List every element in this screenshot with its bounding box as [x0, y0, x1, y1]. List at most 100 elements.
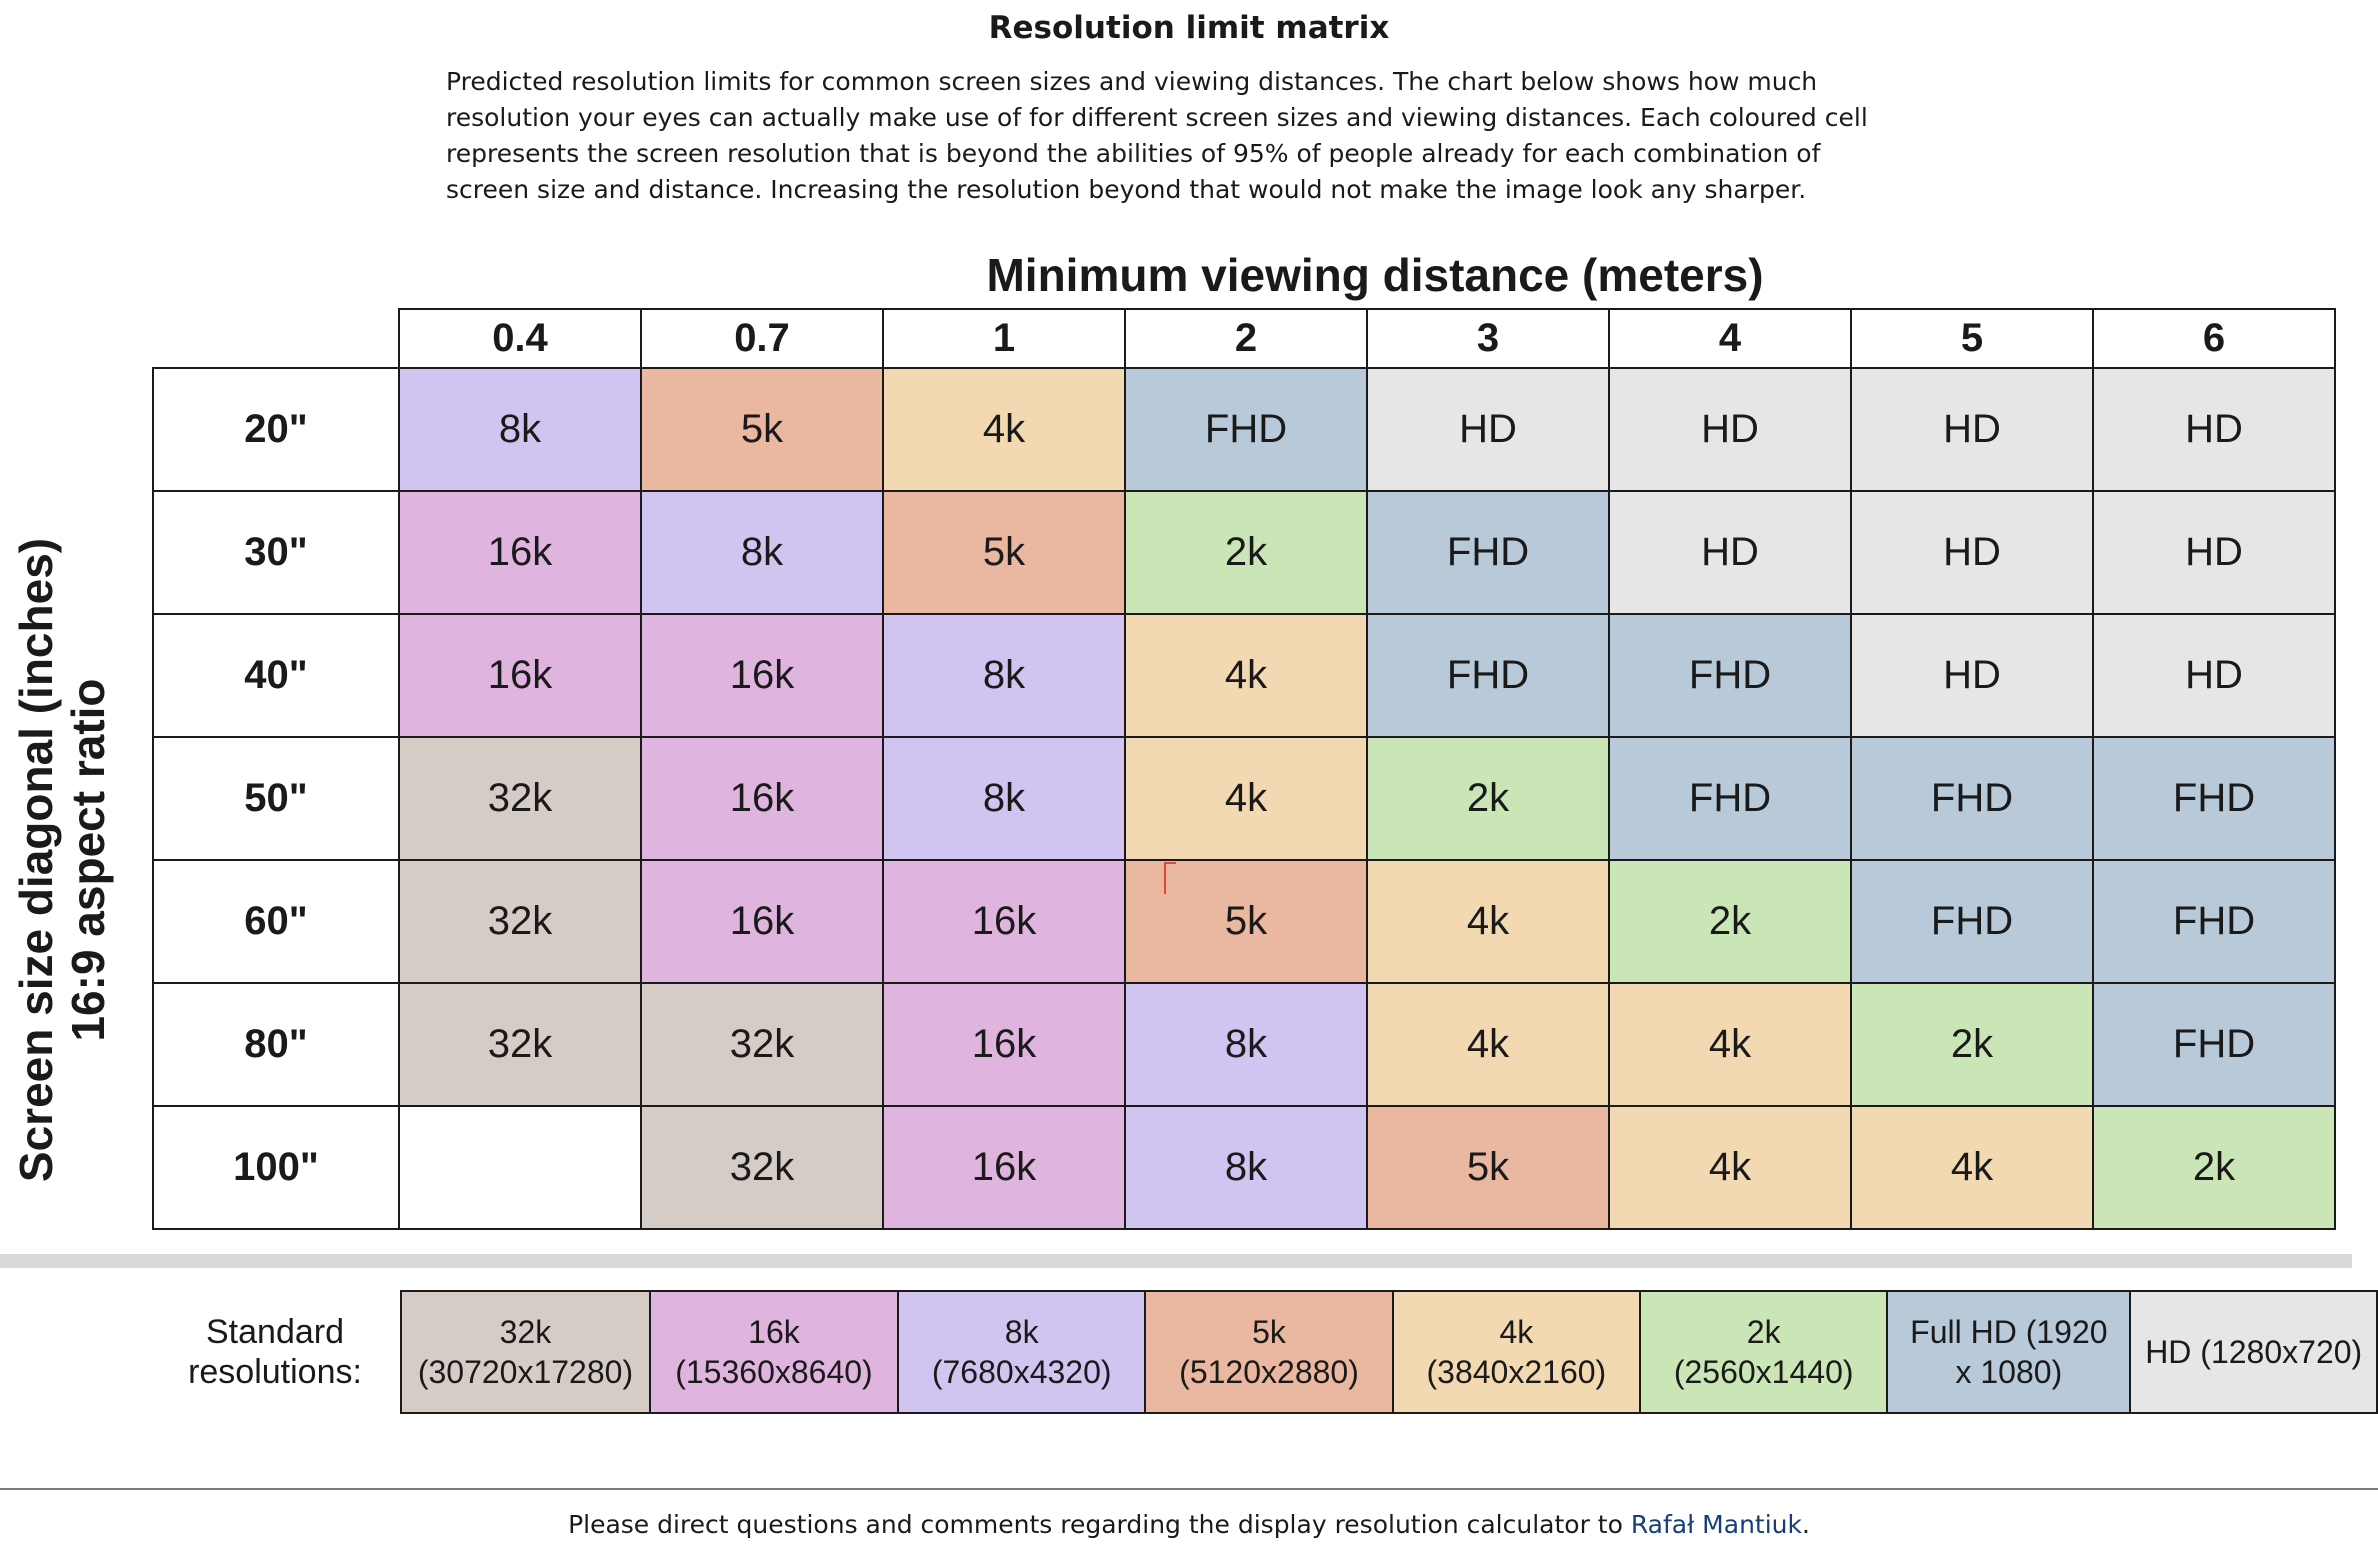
header-corner: [153, 309, 399, 368]
resolution-cell: FHD: [1366, 613, 1610, 738]
resolution-cell: FHD: [1124, 367, 1368, 492]
section-divider: [0, 1254, 2352, 1268]
resolution-cell: 2k: [1608, 859, 1852, 984]
resolution-cell: 16k: [882, 859, 1126, 984]
resolution-cell: FHD: [1608, 736, 1852, 861]
resolution-cell: HD: [1850, 490, 2094, 615]
legend-item-text: 8k (7680x4320): [931, 1314, 1112, 1390]
legend-item: 4k (3840x2160): [1391, 1290, 1642, 1414]
distance-header: 2: [1124, 308, 1368, 369]
footer-rule: [0, 1488, 2378, 1490]
resolution-cell: 4k: [1366, 982, 1610, 1107]
resolution-cell: 8k: [398, 367, 642, 492]
screen-size-header: 60": [152, 859, 400, 984]
distance-header: 3: [1366, 308, 1610, 369]
resolution-cell: FHD: [1366, 490, 1610, 615]
resolution-cell: 16k: [398, 613, 642, 738]
resolution-cell: 4k: [1850, 1105, 2094, 1230]
resolution-matrix: 0.4 0.7 1 2 3 4 5 6 20" 8k 5k 4k FHD HD HD HD HD 30" 16k 8k…: [152, 308, 2336, 1230]
legend-item: 32k (30720x17280): [400, 1290, 651, 1414]
resolution-cell: FHD: [2092, 736, 2336, 861]
resolution-cell: [398, 1105, 642, 1230]
resolution-cell: HD: [2092, 367, 2336, 492]
resolution-cell: 32k: [398, 736, 642, 861]
resolution-cell: 5k: [882, 490, 1126, 615]
resolution-cell: 2k: [1850, 982, 2094, 1107]
matrix-row: 60" 32k 16k 16k 5k 4k 2k FHD FHD: [152, 859, 2336, 984]
legend-item-text: HD (1280x720): [2145, 1334, 2363, 1370]
x-axis-label: Minimum viewing distance (meters): [986, 249, 1764, 301]
resolution-cell: 2k: [1366, 736, 1610, 861]
y-axis-label-line-1: Screen size diagonal (inches): [10, 537, 62, 1183]
distance-header: 0.7: [640, 308, 884, 369]
resolution-cell: HD: [1366, 367, 1610, 492]
screen-size-header: 100": [152, 1105, 400, 1230]
resolution-cell: 8k: [640, 490, 884, 615]
screen-size-header: 80": [152, 982, 400, 1107]
legend-item-text: 2k (2560x1440): [1673, 1314, 1854, 1390]
legend-item-text: 4k (3840x2160): [1426, 1314, 1607, 1390]
resolution-cell: 4k: [1124, 613, 1368, 738]
resolution-cell: 2k: [1124, 490, 1368, 615]
resolution-cell: 5k: [1124, 859, 1368, 984]
legend-item: 5k (5120x2880): [1144, 1290, 1394, 1414]
description-text: Predicted resolution limits for common s…: [446, 67, 1868, 204]
legend-item: 8k (7680x4320): [897, 1290, 1147, 1414]
resolution-cell: 32k: [640, 982, 884, 1107]
y-axis-label: Screen size diagonal (inches) 16:9 aspec…: [10, 538, 114, 1182]
matrix-row: 50" 32k 16k 8k 4k 2k FHD FHD FHD: [152, 736, 2336, 861]
resolution-cell: 32k: [398, 982, 642, 1107]
resolution-cell: 32k: [640, 1105, 884, 1230]
legend-item: HD (1280x720): [2129, 1290, 2378, 1414]
resolution-cell: HD: [1608, 367, 1852, 492]
y-axis-label-line-2: 16:9 aspect ratio: [62, 678, 114, 1042]
resolution-cell: 4k: [882, 367, 1126, 492]
screen-size-header: 50": [152, 736, 400, 861]
distance-header: 5: [1850, 308, 2094, 369]
screen-size-header: 40": [152, 613, 400, 738]
legend-item: Full HD (1920 x 1080): [1886, 1290, 2132, 1414]
resolution-cell: 16k: [640, 736, 884, 861]
resolution-cell: FHD: [2092, 859, 2336, 984]
resolution-cell: 8k: [1124, 1105, 1368, 1230]
resolution-cell: 2k: [2092, 1105, 2336, 1230]
distance-header: 4: [1608, 308, 1852, 369]
resolution-cell: 4k: [1124, 736, 1368, 861]
legend-item-text: 16k (15360x8640): [675, 1314, 873, 1390]
legend-item: 16k (15360x8640): [648, 1290, 900, 1414]
resolution-cell: HD: [2092, 490, 2336, 615]
resolution-cell: 8k: [1124, 982, 1368, 1107]
matrix-row: 100" 32k 16k 8k 5k 4k 4k 2k: [152, 1105, 2336, 1230]
footer-text: Please direct questions and comments reg…: [568, 1510, 1631, 1539]
matrix-row: 40" 16k 16k 8k 4k FHD FHD HD HD: [152, 613, 2336, 738]
matrix-row: 30" 16k 8k 5k 2k FHD HD HD HD: [152, 490, 2336, 615]
resolution-cell: 4k: [1608, 982, 1852, 1107]
author-link[interactable]: Rafał Mantiuk: [1630, 1510, 1802, 1539]
resolution-cell: FHD: [2092, 982, 2336, 1107]
resolution-cell: 32k: [398, 859, 642, 984]
resolution-cell: FHD: [1850, 859, 2094, 984]
resolution-cell: 16k: [640, 859, 884, 984]
page-title: Resolution limit matrix: [988, 10, 1390, 46]
screen-size-header: 30": [152, 490, 400, 615]
resolution-cell: HD: [1850, 613, 2094, 738]
resolution-cell: FHD: [1608, 613, 1852, 738]
resolution-cell: 16k: [882, 1105, 1126, 1230]
resolution-cell: 16k: [640, 613, 884, 738]
resolution-cell: 4k: [1366, 859, 1610, 984]
cursor-marker: [1164, 862, 1176, 894]
resolution-cell: 16k: [398, 490, 642, 615]
distance-header: 1: [882, 308, 1126, 369]
resolution-cell: 8k: [882, 736, 1126, 861]
legend-item: 2k (2560x1440): [1639, 1290, 1889, 1414]
distance-header: 0.4: [398, 308, 642, 369]
legend-label: Standard resolutions:: [188, 1313, 362, 1391]
footer-end: .: [1801, 1510, 1810, 1539]
resolution-cell: 5k: [1366, 1105, 1610, 1230]
legend-item-text: 32k (30720x17280): [417, 1314, 634, 1390]
distance-header-row: 0.4 0.7 1 2 3 4 5 6: [153, 308, 2336, 369]
resolution-cell: 8k: [882, 613, 1126, 738]
resolution-cell: 16k: [882, 982, 1126, 1107]
matrix-row: 80" 32k 32k 16k 8k 4k 4k 2k FHD: [152, 982, 2336, 1107]
resolution-cell: HD: [1608, 490, 1852, 615]
